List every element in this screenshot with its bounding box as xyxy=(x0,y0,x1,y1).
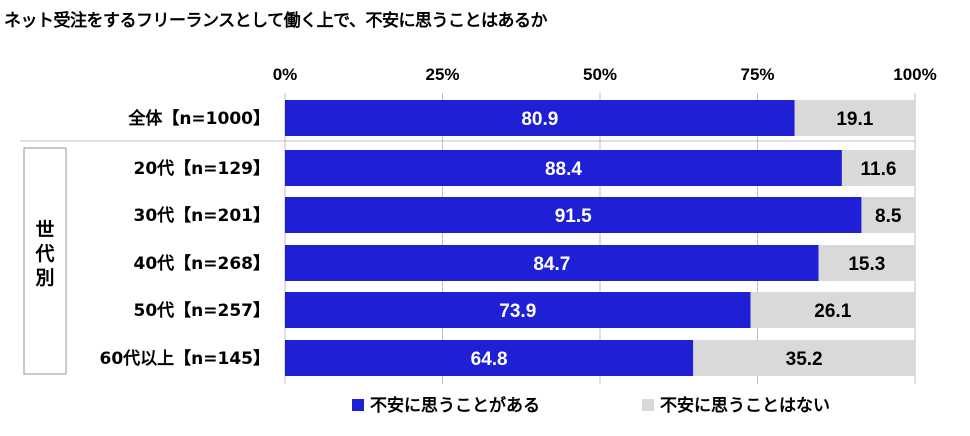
data-label: 8.5 xyxy=(875,206,902,227)
group-label-char: 代 xyxy=(34,243,54,265)
x-tick-label: 0% xyxy=(273,65,298,84)
category-label: 60代以上【n=145】 xyxy=(100,348,271,369)
group-label-char: 世 xyxy=(35,219,54,241)
data-label: 84.7 xyxy=(533,254,570,275)
category-label: 全体【n=1000】 xyxy=(127,108,270,129)
x-tick-label: 100% xyxy=(893,65,936,84)
data-label: 91.5 xyxy=(555,206,592,227)
bar-segment xyxy=(818,245,915,281)
data-label: 15.3 xyxy=(848,254,885,275)
bar-segment xyxy=(861,197,915,233)
bar-segment xyxy=(841,150,915,186)
chart-title: ネット受注をするフリーランスとして働く上で、不安に思うことはあるか xyxy=(4,11,547,31)
data-label: 11.6 xyxy=(860,159,896,180)
category-labels: 全体【n=1000】 20代【n=129】 30代【n=201】 40代【n=268】… xyxy=(100,108,271,369)
group-bracket: 世代別 xyxy=(23,147,67,375)
data-label: 19.1 xyxy=(836,109,873,130)
gridlines xyxy=(20,93,916,384)
bar-segment xyxy=(285,100,795,136)
bar-segment xyxy=(794,100,915,136)
group-label-char: 別 xyxy=(35,267,54,289)
bars: 80.9 19.1 88.4 11.6 91.5 8.5 84.7 15.3 73.9 26.1 6… xyxy=(285,100,915,376)
bar-segment xyxy=(285,197,862,233)
category-label: 40代【n=268】 xyxy=(134,253,271,274)
category-label: 50代【n=257】 xyxy=(134,300,271,321)
legend-swatch xyxy=(642,399,654,411)
bar-segment xyxy=(285,245,819,281)
bar-segment xyxy=(693,340,915,376)
x-tick-label: 50% xyxy=(583,65,617,84)
legend: 不安に思うことがある 不安に思うことはない xyxy=(352,395,830,416)
data-label: 64.8 xyxy=(471,349,508,370)
bar-segment xyxy=(285,292,751,328)
group-bracket-box xyxy=(23,147,67,375)
category-label: 20代【n=129】 xyxy=(134,158,271,179)
x-axis-ticks: 0% 25% 50% 75% 100% xyxy=(273,65,937,84)
legend-swatch xyxy=(352,399,364,411)
data-label: 26.1 xyxy=(814,301,851,322)
bar-segment xyxy=(285,150,842,186)
bar-segment xyxy=(285,340,694,376)
data-label: 80.9 xyxy=(521,109,558,130)
x-tick-label: 25% xyxy=(425,65,459,84)
legend-label: 不安に思うことがある xyxy=(370,395,540,416)
category-label: 30代【n=201】 xyxy=(134,205,271,226)
x-tick-label: 75% xyxy=(740,65,774,84)
data-label: 35.2 xyxy=(786,349,823,370)
data-label: 88.4 xyxy=(545,159,582,180)
legend-label: 不安に思うことはない xyxy=(660,395,830,416)
data-label: 73.9 xyxy=(499,301,536,322)
bar-segment xyxy=(750,292,915,328)
